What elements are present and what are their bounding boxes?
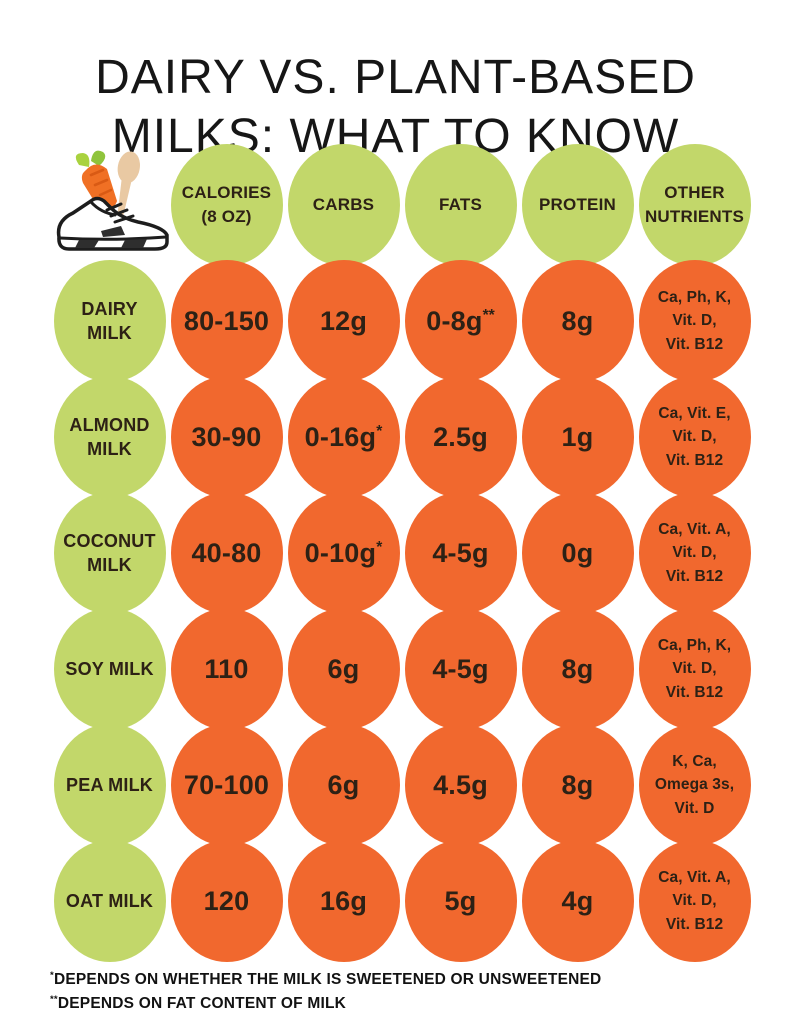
table-cell: 1g	[519, 376, 636, 498]
cell-oat-calories: 120	[170, 840, 283, 962]
table-row-label: DAIRY MILK	[51, 260, 168, 382]
cell-oat-carbs: 16g	[287, 840, 400, 962]
table-cell: K, Ca, Omega 3s, Vit. D	[636, 724, 753, 846]
table-cell: 8g	[519, 724, 636, 846]
table-cell: 4.5g	[402, 724, 519, 846]
cell-pea-protein: 8g	[521, 724, 634, 846]
cell-dairy-other: Ca, Ph, K, Vit. D, Vit. B12	[638, 260, 751, 382]
cell-coconut-other: Ca, Vit. A, Vit. D, Vit. B12	[638, 492, 751, 614]
cell-pea-carbs: 6g	[287, 724, 400, 846]
cell-dairy-protein: 8g	[521, 260, 634, 382]
cell-oat-other: Ca, Vit. A, Vit. D, Vit. B12	[638, 840, 751, 962]
table-row-label: SOY MILK	[51, 608, 168, 730]
footnote-sweetened: *DEPENDS ON WHETHER THE MILK IS SWEETENE…	[50, 969, 602, 988]
table-cell: 110	[168, 608, 285, 730]
table-cell: 8g	[519, 260, 636, 382]
header-cell: FATS	[402, 144, 519, 266]
table-row-label: COCONUT MILK	[51, 492, 168, 614]
table-cell: 4-5g	[402, 608, 519, 730]
header-cell: OTHER NUTRIENTS	[636, 144, 753, 266]
row-header-oat-milk: OAT MILK	[53, 840, 166, 962]
table-cell: 12g	[285, 260, 402, 382]
cell-almond-protein: 1g	[521, 376, 634, 498]
table-cell: 30-90	[168, 376, 285, 498]
table-cell: 70-100	[168, 724, 285, 846]
cell-coconut-carbs: 0-10g*	[287, 492, 400, 614]
table-cell: 0-10g*	[285, 492, 402, 614]
table-cell: 0g	[519, 492, 636, 614]
table-row-label: OAT MILK	[51, 840, 168, 962]
table-cell: Ca, Vit. A, Vit. D, Vit. B12	[636, 840, 753, 962]
cell-pea-other: K, Ca, Omega 3s, Vit. D	[638, 724, 751, 846]
table-cell: 40-80	[168, 492, 285, 614]
cell-pea-calories: 70-100	[170, 724, 283, 846]
row-header-pea-milk: PEA MILK	[53, 724, 166, 846]
table-cell: 2.5g	[402, 376, 519, 498]
cell-dairy-carbs: 12g	[287, 260, 400, 382]
column-header-protein: PROTEIN	[521, 144, 634, 266]
table-cell: 0-16g*	[285, 376, 402, 498]
table-cell: Ca, Ph, K, Vit. D, Vit. B12	[636, 608, 753, 730]
header-cell: PROTEIN	[519, 144, 636, 266]
footnote-fat-content: **DEPENDS ON FAT CONTENT OF MILK	[50, 993, 347, 1013]
row-header-soy-milk: SOY MILK	[53, 608, 166, 730]
cell-almond-carbs: 0-16g*	[287, 376, 400, 498]
table-cell: 4g	[519, 840, 636, 962]
cell-dairy-fats: 0-8g**	[404, 260, 517, 382]
cell-coconut-calories: 40-80	[170, 492, 283, 614]
table-cell: 120	[168, 840, 285, 962]
cell-soy-protein: 8g	[521, 608, 634, 730]
table-cell: 0-8g**	[402, 260, 519, 382]
cell-oat-protein: 4g	[521, 840, 634, 962]
row-header-coconut-milk: COCONUT MILK	[53, 492, 166, 614]
row-header-almond-milk: ALMOND MILK	[53, 376, 166, 498]
cell-soy-fats: 4-5g	[404, 608, 517, 730]
table-cell: 16g	[285, 840, 402, 962]
cell-dairy-calories: 80-150	[170, 260, 283, 382]
cell-almond-calories: 30-90	[170, 376, 283, 498]
cell-soy-carbs: 6g	[287, 608, 400, 730]
column-header-carbs: CARBS	[287, 144, 400, 266]
footnotes: *DEPENDS ON WHETHER THE MILK IS SWEETENE…	[50, 968, 601, 1016]
cell-soy-calories: 110	[170, 608, 283, 730]
table-cell: 6g	[285, 608, 402, 730]
cell-soy-other: Ca, Ph, K, Vit. D, Vit. B12	[638, 608, 751, 730]
column-header-other-nutrients: OTHER NUTRIENTS	[638, 144, 751, 266]
table-cell: Ca, Vit. A, Vit. D, Vit. B12	[636, 492, 753, 614]
table-row-label: PEA MILK	[51, 724, 168, 846]
page-title: DAIRY VS. PLANT-BASED MILKS: WHAT TO KNOW	[0, 48, 791, 166]
cell-pea-fats: 4.5g	[404, 724, 517, 846]
cell-almond-other: Ca, Vit. E, Vit. D, Vit. B12	[638, 376, 751, 498]
table-cell: 6g	[285, 724, 402, 846]
column-header-calories: CALORIES (8 OZ)	[170, 144, 283, 266]
table-cell: Ca, Ph, K, Vit. D, Vit. B12	[636, 260, 753, 382]
header-cell: CARBS	[285, 144, 402, 266]
cell-almond-fats: 2.5g	[404, 376, 517, 498]
logo-cell	[51, 147, 169, 263]
table-cell: 4-5g	[402, 492, 519, 614]
page-title-line1: DAIRY VS. PLANT-BASED	[95, 51, 696, 105]
table-cell: 80-150	[168, 260, 285, 382]
nutrition-table: CALORIES (8 OZ) CARBS FATS PROTEIN OTHER…	[51, 144, 753, 962]
cell-oat-fats: 5g	[404, 840, 517, 962]
table-cell: Ca, Vit. E, Vit. D, Vit. B12	[636, 376, 753, 498]
table-cell: 8g	[519, 608, 636, 730]
sneaker-carrot-spoon-icon	[43, 149, 177, 259]
header-cell: CALORIES (8 OZ)	[168, 144, 285, 266]
table-cell: 5g	[402, 840, 519, 962]
cell-coconut-protein: 0g	[521, 492, 634, 614]
cell-coconut-fats: 4-5g	[404, 492, 517, 614]
row-header-dairy-milk: DAIRY MILK	[53, 260, 166, 382]
column-header-fats: FATS	[404, 144, 517, 266]
table-row-label: ALMOND MILK	[51, 376, 168, 498]
